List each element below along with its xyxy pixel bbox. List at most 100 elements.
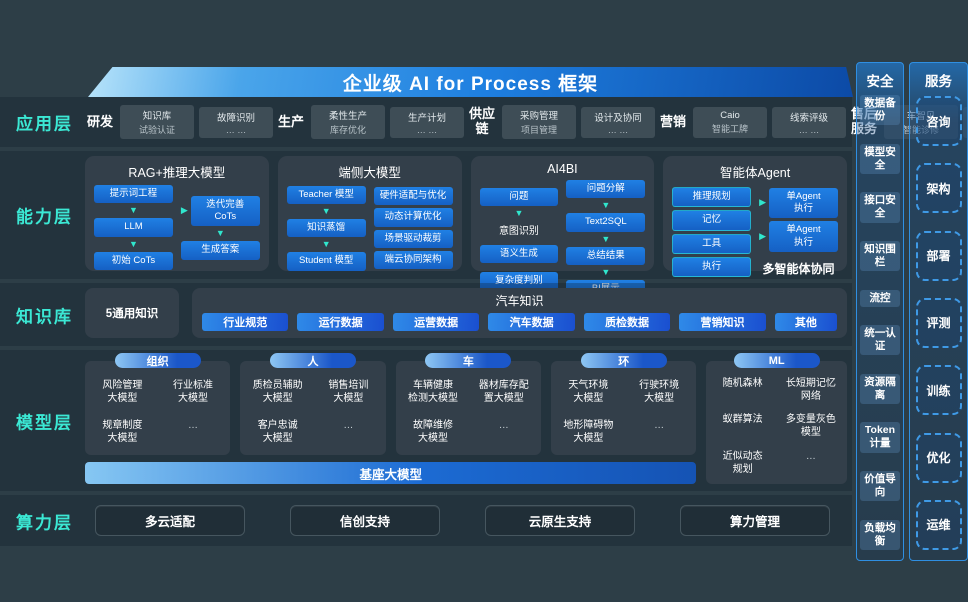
model-group-organization: 组织 风险管理 大模型 行业标准 大模型 规章制度 大模型 … (85, 353, 231, 455)
service-item: 评测 (915, 297, 962, 348)
panel-columns: 问题 ▼ 意图识别 语义生成 复杂度判别 问题分解 ▼ Text2SQL ▼ 总… (479, 180, 646, 299)
app-chip-line: 线索评级 (789, 112, 828, 124)
model-group-panel: 风险管理 大模型 行业标准 大模型 规章制度 大模型 … (85, 361, 231, 455)
arrow-down-icon: ▼ (321, 239, 331, 250)
layer-label-compute: 算力层 (16, 513, 73, 532)
model-group-pill: ML (733, 353, 820, 368)
flow-step: 生成答案 (180, 241, 260, 260)
app-group-label: 营销 (659, 113, 686, 129)
service-item: 优化 (915, 432, 962, 483)
flow-row: ▶ 单Agent 执行 (759, 187, 838, 219)
security-item: 知识围栏 (860, 240, 900, 272)
capability-panels: RAG+推理大模型 提示词工程 ▼ LLM ▼ 初始 CoTs ▶ 迭代完善 C… (85, 151, 852, 299)
flow-step: 场景驱动裁剪 (373, 229, 453, 249)
app-chip: 知识库 试验认证 (120, 105, 194, 139)
app-chip-line: Caio (720, 109, 740, 121)
app-chip-line: … … (798, 124, 820, 135)
app-chip-line: 设计及协同 (594, 112, 642, 124)
service-items: 咨询 架构 部署 评测 训练 优化 运维 (912, 90, 965, 550)
app-chip: 故障识别 … … (199, 106, 273, 138)
panel-title: RAG+推理大模型 (128, 166, 226, 180)
app-chip-line: … … (225, 124, 247, 135)
service-item: 咨询 (915, 96, 962, 146)
model-item: 车辆健康 检测大模型 (408, 379, 459, 404)
app-group-label: 生产 (277, 113, 304, 129)
panel-left-column: 推理规划 记忆 工具 执行 (672, 185, 752, 279)
compute-item-management: 算力管理 (680, 505, 830, 536)
layer-label-knowledge: 知识库 (16, 307, 73, 326)
knowledge-chips: 行业规范 运行数据 运营数据 汽车数据 质检数据 营销知识 其他 (202, 313, 837, 331)
model-groups: 组织 风险管理 大模型 行业标准 大模型 规章制度 大模型 … 人 质检员辅助 … (85, 353, 697, 455)
flow-row: ▶ 迭代完善 CoTs (180, 195, 260, 227)
app-chip-line: 生产计划 (407, 112, 446, 124)
layer-label-capability: 能力层 (16, 207, 73, 227)
app-group-rd: 研发 知识库 试验认证 故障识别 … … (85, 105, 273, 139)
arrow-down-icon: ▼ (215, 228, 225, 239)
compute-item-xinchuang: 信创支持 (290, 505, 440, 536)
model-group-panel: 车辆健康 检测大模型 器材库存配 置大模型 故障维修 大模型 … (395, 361, 542, 455)
service-column: 服务 咨询 架构 部署 评测 训练 优化 运维 (909, 62, 968, 561)
security-item: 统一认证 (860, 325, 900, 356)
panel-columns: 推理规划 记忆 工具 执行 ▶ 单Agent 执行 ▶ 单Agent 执行 (672, 185, 838, 279)
compute-item-multicloud: 多云适配 (95, 505, 245, 536)
app-chip-line: 柔性生产 (328, 111, 367, 122)
flow-step: Text2SQL (566, 213, 646, 232)
flow-step: 问题 (479, 187, 559, 207)
flow-step: 执行 (672, 257, 752, 278)
service-item: 部署 (915, 230, 962, 281)
arrow-down-icon: ▼ (601, 267, 611, 278)
arrow-down-icon: ▼ (601, 233, 611, 244)
compute-layer-band: 算力层 多云适配 信创支持 云原生支持 算力管理 (0, 495, 852, 546)
application-groups: 研发 知识库 试验认证 故障识别 … … 生产 柔性生产 库存优化 生产计划 (85, 105, 968, 139)
arrow-down-icon: ▼ (321, 206, 331, 217)
model-item: 长短期记忆 网络 (785, 377, 836, 402)
flow-step: 端云协同架构 (373, 251, 453, 270)
model-item: 行业标准 大模型 (173, 379, 214, 404)
panel-right-column: 问题分解 ▼ Text2SQL ▼ 总结结果 ▼ BI展示 (566, 180, 646, 299)
arrow-right-icon: ▶ (180, 205, 188, 216)
flow-step: 动态计算优化 (373, 208, 453, 227)
arrow-down-icon: ▼ (514, 208, 524, 219)
panel-left-column: Teacher 模型 ▼ 知识蒸馏 ▼ Student 模型 (286, 185, 366, 271)
security-item: 价值导向 (860, 471, 900, 502)
model-groups-wrap: 组织 风险管理 大模型 行业标准 大模型 规章制度 大模型 … 人 质检员辅助 … (85, 350, 852, 491)
security-items: 数据备份 模型安全 接口安全 知识围栏 流控 统一认证 资源隔离 Token计量… (859, 90, 901, 550)
flow-step: Teacher 模型 (286, 185, 366, 205)
panel-right-column: ▶ 迭代完善 CoTs ▼ 生成答案 (180, 185, 260, 270)
panel-columns: Teacher 模型 ▼ 知识蒸馏 ▼ Student 模型 硬件适配与优化 动… (286, 185, 453, 271)
model-item: 风险管理 大模型 (102, 379, 143, 404)
panel-edge-model: 端侧大模型 Teacher 模型 ▼ 知识蒸馏 ▼ Student 模型 硬件适… (277, 156, 462, 271)
flow-step: 工具 (672, 233, 752, 255)
app-chip-line: 采购管理 (519, 111, 558, 122)
model-group-panel: 质检员辅助 大模型 销售培训 大模型 客户忠诚 大模型 … (240, 361, 386, 455)
model-item-ellipsis: … (343, 420, 354, 432)
flow-step: 迭代完善 CoTs (190, 195, 260, 227)
app-chip-line: 项目管理 (520, 125, 557, 135)
arrow-right-icon: ▶ (759, 231, 767, 242)
knowledge-chip: 行业规范 (202, 313, 289, 331)
flow-step: 初始 CoTs (94, 251, 173, 271)
security-column-title: 安全 (866, 74, 894, 89)
app-chip-line: 试验认证 (138, 125, 175, 135)
service-column-title: 服务 (925, 74, 952, 89)
auto-knowledge-panel: 汽车知识 行业规范 运行数据 运营数据 汽车数据 质检数据 营销知识 其他 (192, 288, 847, 338)
flow-step: 硬件适配与优化 (373, 187, 453, 206)
model-item: 规章制度 大模型 (102, 420, 143, 445)
model-group-pill: 组织 (114, 353, 201, 368)
model-item-ellipsis: … (805, 451, 816, 463)
knowledge-chip: 营销知识 (679, 313, 766, 331)
model-item: 销售培训 大模型 (328, 379, 369, 404)
model-group-pill: 人 (270, 353, 357, 368)
panel-right-column: ▶ 单Agent 执行 ▶ 单Agent 执行 多智能体协同 (759, 185, 838, 279)
security-item: 模型安全 (860, 143, 900, 174)
security-item: 接口安全 (860, 192, 900, 223)
service-item: 运维 (915, 499, 962, 550)
flow-step: LLM (94, 218, 173, 237)
panel-title: 端侧大模型 (338, 166, 401, 180)
model-group-panel: 随机森林 长短期记忆 网络 蚁群算法 多变量灰色 模型 近似动态 规划 … (706, 361, 847, 484)
model-group-panel: 天气环境 大模型 行驶环境 大模型 地形障碍物 大模型 … (551, 361, 697, 455)
knowledge-chip: 质检数据 (583, 313, 671, 331)
model-item: 多变量灰色 模型 (785, 414, 836, 439)
app-chip: 生产计划 … … (390, 106, 464, 138)
